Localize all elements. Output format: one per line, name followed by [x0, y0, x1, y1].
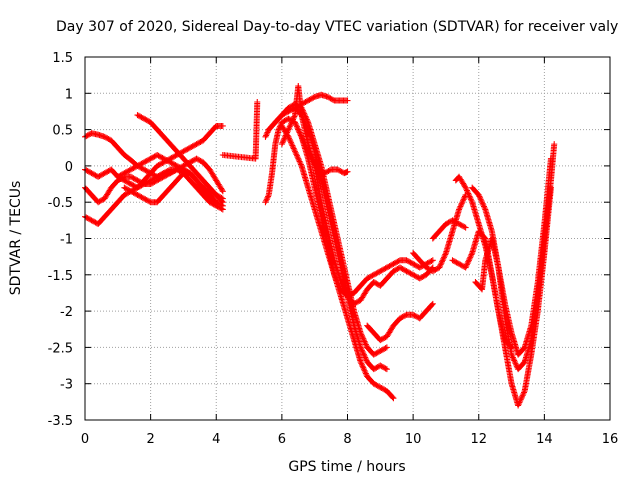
data-marks	[219, 99, 261, 162]
data-marks	[114, 152, 220, 206]
series-arc-5	[134, 112, 226, 206]
series-arc-15	[278, 122, 436, 300]
x-tick-label: 4	[212, 432, 220, 447]
y-tick-label: 0.5	[52, 124, 73, 139]
x-tick-label: 6	[278, 432, 286, 447]
x-axis-title: GPS time / hours	[288, 459, 405, 475]
series-arc-8	[219, 99, 261, 162]
data-marks	[364, 300, 436, 344]
x-tick-label: 2	[146, 432, 154, 447]
y-tick-label: -3.5	[48, 414, 73, 429]
data-marks	[449, 228, 515, 351]
y-tick-label: 1.5	[52, 51, 73, 66]
series-arc-13	[298, 91, 351, 108]
data-marks	[469, 155, 554, 358]
series-group	[82, 83, 558, 409]
series-arc-12	[278, 83, 436, 307]
chart-title: Day 307 of 2020, Sidereal Day-to-day VTE…	[56, 19, 618, 35]
data-marks	[278, 122, 436, 300]
series-arc-17	[410, 191, 469, 275]
series-arc-22	[449, 228, 515, 351]
x-tick-label: 16	[602, 432, 619, 447]
y-tick-label: -2.5	[48, 341, 73, 356]
y-tick-label: -0.5	[48, 196, 73, 211]
series-arc-7	[114, 152, 220, 206]
series-arc-16	[364, 300, 436, 344]
y-tick-label: 1	[65, 87, 73, 102]
series-arc-21	[472, 141, 558, 373]
y-tick-label: -1.5	[48, 269, 73, 284]
data-marks	[298, 91, 351, 108]
data-marks	[429, 217, 469, 242]
data-marks	[410, 191, 469, 275]
y-axis-title: SDTVAR / TECUs	[8, 181, 24, 296]
data-marks	[134, 112, 226, 206]
x-tick-label: 12	[470, 432, 487, 447]
series-arc-18	[429, 217, 469, 242]
series-arc-20	[469, 155, 554, 358]
y-tick-label: -1	[60, 233, 73, 248]
x-tick-label: 14	[536, 432, 553, 447]
y-tick-label: -3	[60, 378, 73, 393]
x-tick-label: 0	[81, 432, 89, 447]
data-marks	[295, 126, 351, 177]
y-tick-label: 0	[65, 160, 73, 175]
y-tick-label: -2	[60, 305, 73, 320]
x-tick-label: 8	[343, 432, 351, 447]
series-arc-14	[295, 126, 351, 177]
axes-ticks: 0 2 4 6 8 10 12 14 16 1.5 1 0.5 0 -0.5 -1 -1.5 -2 -2.5 -3 -…	[48, 51, 619, 447]
data-marks	[278, 83, 436, 307]
x-tick-label: 10	[405, 432, 422, 447]
data-marks	[472, 141, 558, 373]
